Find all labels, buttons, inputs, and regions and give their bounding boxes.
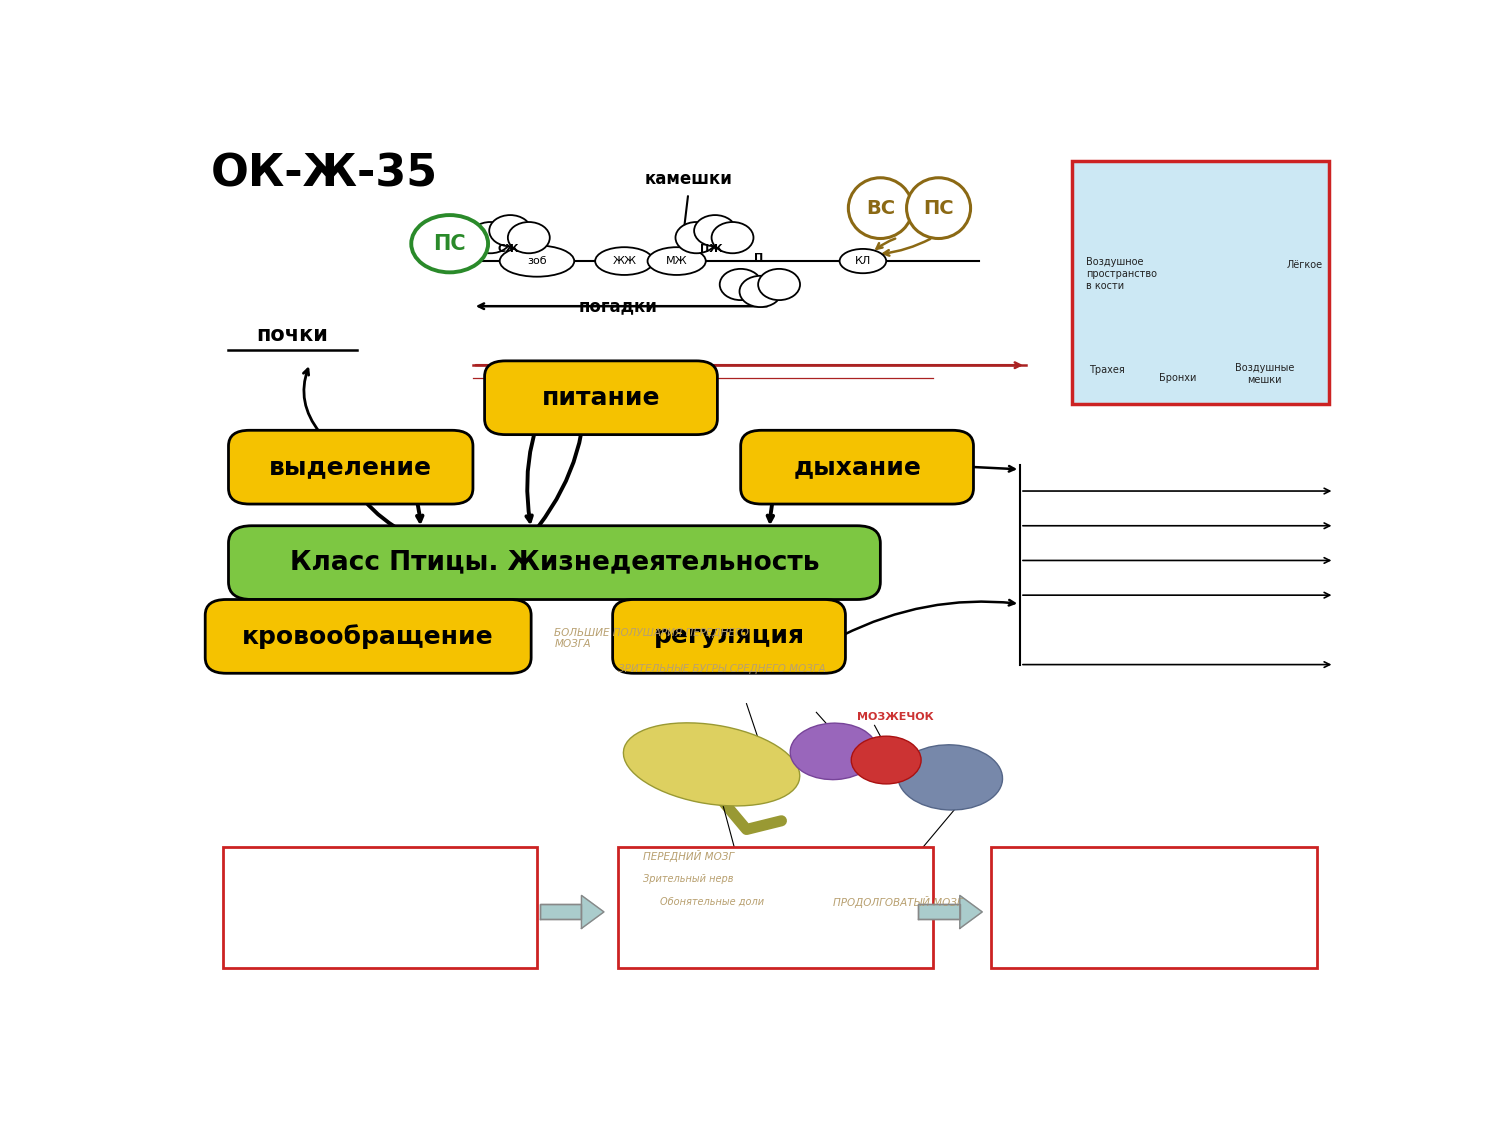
Text: ВС: ВС: [865, 198, 895, 218]
Text: БОЛЬШИЕ ПОЛУШАРИЯ ПЕРЕДНЕГО
МОЗГА: БОЛЬШИЕ ПОЛУШАРИЯ ПЕРЕДНЕГО МОЗГА: [554, 628, 749, 649]
Text: Трахея: Трахея: [1089, 364, 1125, 374]
Ellipse shape: [647, 247, 706, 275]
Ellipse shape: [623, 722, 799, 806]
Text: дыхание: дыхание: [793, 455, 921, 479]
Ellipse shape: [849, 178, 912, 239]
Ellipse shape: [500, 246, 574, 277]
FancyBboxPatch shape: [619, 846, 933, 968]
Text: кровообращение: кровообращение: [242, 624, 494, 649]
Circle shape: [412, 215, 488, 273]
Text: ЗРИТЕЛЬНЫЕ БУГРЫ СРЕДНЕГО МОЗГА: ЗРИТЕЛЬНЫЕ БУГРЫ СРЕДНЕГО МОЗГА: [619, 664, 826, 674]
Ellipse shape: [595, 247, 653, 275]
Circle shape: [694, 215, 736, 247]
Text: Обонятельные доли: Обонятельные доли: [659, 896, 763, 906]
Circle shape: [719, 269, 762, 300]
FancyBboxPatch shape: [740, 431, 973, 504]
Ellipse shape: [840, 249, 886, 273]
Text: ОК-Ж-35: ОК-Ж-35: [210, 153, 439, 196]
Text: СЖ: СЖ: [497, 243, 518, 254]
Circle shape: [508, 222, 550, 254]
Ellipse shape: [907, 178, 970, 239]
Text: ПРОДОЛГОВАТЫЙ МОЗГ: ПРОДОЛГОВАТЫЙ МОЗГ: [834, 896, 963, 907]
Text: ПС: ПС: [434, 233, 466, 254]
Text: П: П: [754, 252, 763, 263]
Circle shape: [470, 222, 511, 254]
FancyBboxPatch shape: [613, 600, 846, 673]
Ellipse shape: [852, 736, 921, 784]
FancyBboxPatch shape: [991, 846, 1317, 968]
Polygon shape: [960, 896, 982, 929]
FancyBboxPatch shape: [539, 905, 581, 920]
Polygon shape: [581, 896, 604, 929]
Text: Зрительный нерв: Зрительный нерв: [643, 873, 733, 884]
Text: ПЖ: ПЖ: [700, 243, 722, 254]
Text: Бронхи: Бронхи: [1158, 373, 1196, 383]
Text: регуляция: регуляция: [653, 624, 805, 648]
Text: зоб: зоб: [527, 256, 547, 266]
FancyBboxPatch shape: [918, 905, 960, 920]
FancyBboxPatch shape: [222, 846, 538, 968]
Text: ПС: ПС: [924, 198, 954, 218]
Text: Класс Птицы. Жизнедеятельность: Класс Птицы. Жизнедеятельность: [290, 550, 819, 576]
FancyBboxPatch shape: [485, 361, 718, 435]
Circle shape: [739, 276, 781, 307]
FancyBboxPatch shape: [1072, 161, 1329, 405]
Circle shape: [712, 222, 754, 254]
Text: выделение: выделение: [269, 455, 433, 479]
Text: питание: питание: [542, 385, 661, 410]
Circle shape: [676, 222, 718, 254]
Text: почки: почки: [257, 325, 329, 345]
FancyBboxPatch shape: [228, 525, 880, 600]
Circle shape: [759, 269, 801, 300]
FancyBboxPatch shape: [228, 431, 473, 504]
Text: Лёгкое: Лёгкое: [1287, 260, 1323, 270]
Text: Воздушные
мешки: Воздушные мешки: [1235, 363, 1295, 384]
FancyBboxPatch shape: [206, 600, 532, 673]
Text: ЖЖ: ЖЖ: [613, 256, 637, 266]
Circle shape: [490, 215, 532, 247]
Text: камешки: камешки: [644, 170, 733, 187]
Text: КЛ: КЛ: [855, 256, 871, 266]
Text: Воздушное
пространство
в кости: Воздушное пространство в кости: [1086, 257, 1158, 291]
Text: ПЕРЕДНИЙ МОЗГ: ПЕРЕДНИЙ МОЗГ: [643, 850, 734, 861]
Text: погадки: погадки: [578, 298, 658, 316]
Ellipse shape: [790, 724, 877, 780]
Text: МЖ: МЖ: [665, 256, 688, 266]
Text: МОЗЖЕЧОК: МОЗЖЕЧОК: [858, 711, 934, 721]
Ellipse shape: [898, 745, 1002, 810]
